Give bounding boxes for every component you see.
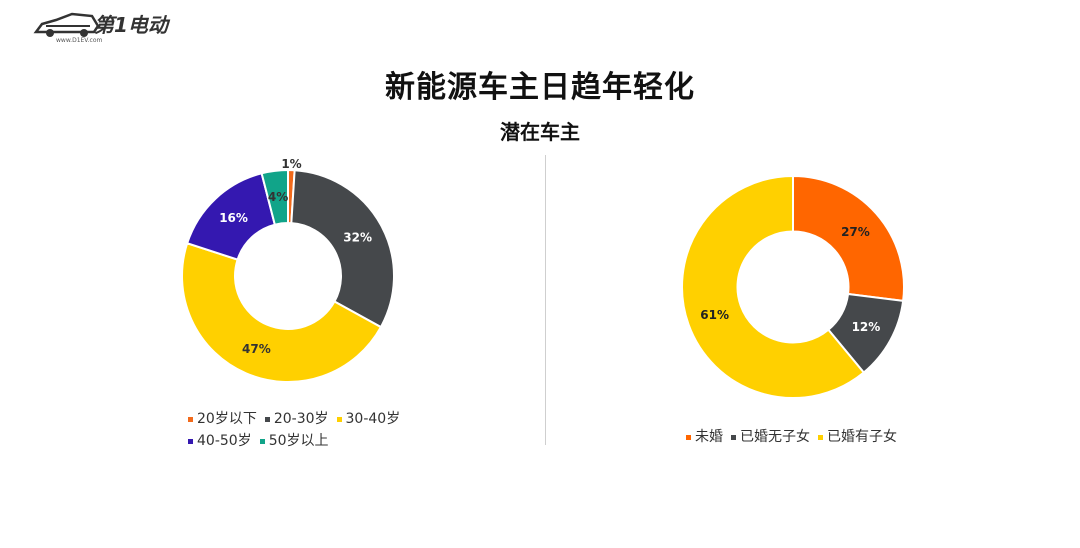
donut0-label-1: 32% (343, 231, 372, 245)
legend0-swatch-2 (336, 416, 342, 422)
marital-donut-chart: 27% 12% 61% (678, 172, 908, 406)
age-donut-svg: 1% 32% 47% 16% 4% (181, 157, 395, 383)
chart-divider (545, 155, 546, 445)
legend0-swatch-1 (264, 416, 270, 422)
donut0-label-0: 1% (281, 157, 301, 171)
legend1-label-1: 已婚无子女 (740, 429, 810, 445)
legend0-row-0: 20岁以下 20-30岁 30-40岁 (188, 408, 408, 430)
legend1-row-0: 未婚 已婚无子女 已婚有子女 (686, 426, 905, 448)
page-subtitle: 潜在车主 (500, 120, 580, 144)
legend0-item-4: 50岁以上 (259, 430, 329, 452)
donut0-label-2: 47% (242, 342, 271, 356)
donut0-label-3: 16% (219, 211, 248, 225)
logo-url-text: www.D1EV.com (56, 37, 103, 44)
legend0-label-3: 40-50岁 (197, 433, 252, 449)
legend0-item-1: 20-30岁 (264, 408, 329, 430)
legend1-label-0: 未婚 (695, 429, 723, 445)
legend0-swatch-4 (259, 438, 265, 444)
age-legend: 20岁以下 20-30岁 30-40岁 40-50岁 50岁以上 (188, 408, 408, 452)
legend1-label-2: 已婚有子女 (827, 429, 897, 445)
age-donut-chart: 1% 32% 47% 16% 4% (178, 157, 398, 390)
d1ev-logo[interactable]: 第1电动 www.D1EV.com (32, 2, 172, 44)
donut0-slice-4 (260, 168, 289, 226)
donut1-slice-2 (681, 174, 866, 399)
donut1-label-2: 61% (700, 308, 729, 322)
legend0-item-0: 20岁以下 (188, 408, 257, 430)
donut1-label-1: 12% (852, 320, 881, 334)
donut0-label-4: 4% (268, 190, 288, 204)
legend0-label-1: 20-30岁 (273, 411, 329, 427)
marital-legend: 未婚 已婚无子女 已婚有子女 (686, 426, 905, 448)
legend0-swatch-0 (188, 416, 193, 422)
donut0-slice-1 (290, 169, 395, 329)
legend0-label-4: 50岁以上 (268, 433, 329, 449)
legend1-item-2: 已婚有子女 (818, 426, 897, 448)
legend0-item-3: 40-50岁 (188, 430, 252, 452)
donut0-slice-2 (181, 241, 383, 383)
legend0-label-0: 20岁以下 (197, 411, 257, 427)
legend1-item-0: 未婚 (686, 426, 723, 448)
page-title: 新能源车主日趋年轻化 (385, 70, 695, 105)
car-logo-icon: 第1电动 www.D1EV.com (33, 12, 171, 44)
legend0-item-2: 30-40岁 (336, 408, 401, 430)
legend1-swatch-2 (818, 434, 823, 440)
marital-donut-svg: 27% 12% 61% (681, 174, 905, 399)
logo-text: 第1电动 (94, 13, 171, 37)
legend1-item-1: 已婚无子女 (731, 426, 810, 448)
donut1-label-0: 27% (841, 225, 870, 239)
legend0-swatch-3 (188, 438, 193, 444)
legend0-label-2: 30-40岁 (345, 411, 401, 427)
legend1-swatch-1 (731, 434, 736, 440)
legend0-row-1: 40-50岁 50岁以上 (188, 430, 408, 452)
donut1-slice-0 (792, 174, 905, 303)
legend1-swatch-0 (686, 434, 691, 440)
